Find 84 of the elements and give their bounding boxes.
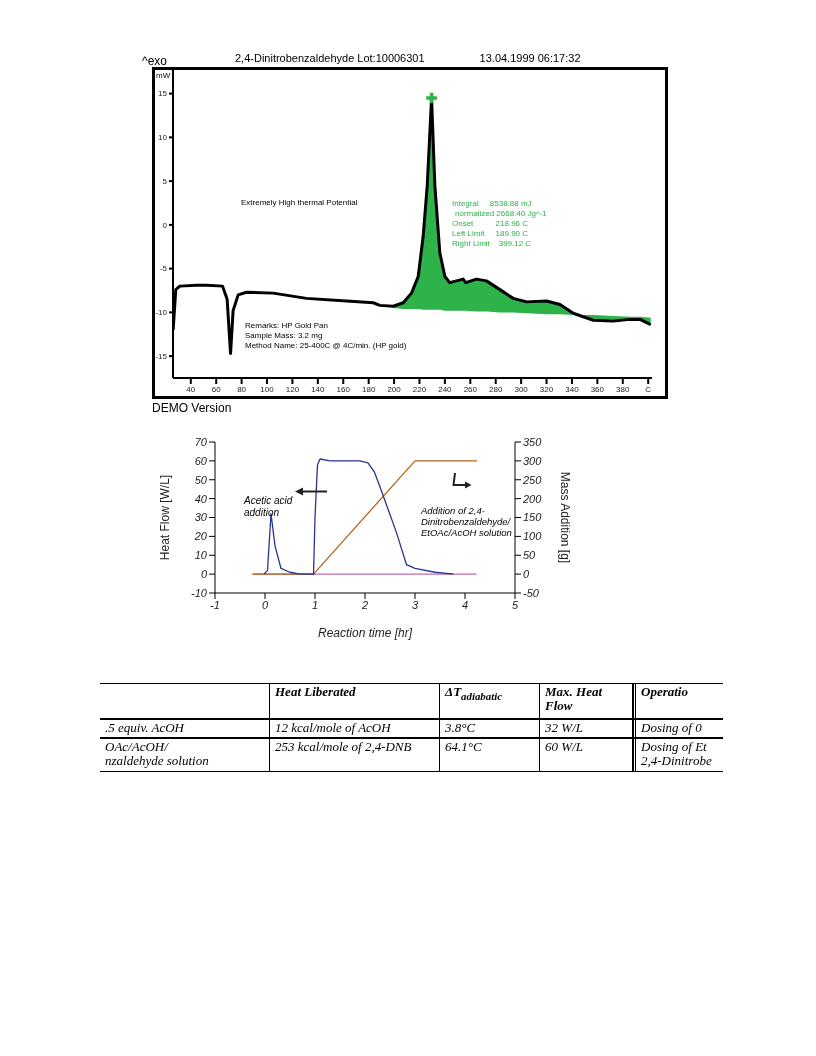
x-axis-title: Reaction time [hr] — [317, 626, 413, 640]
x-tick-label: 40 — [186, 384, 196, 394]
x-tick-label: 0 — [261, 598, 269, 611]
y-tick-label: -10 — [155, 308, 168, 318]
x-tick-label: 260 — [463, 384, 478, 394]
x-tick-label: -1 — [210, 598, 220, 611]
y-tick-label: 15 — [158, 89, 168, 99]
x-tick-label: C — [645, 384, 652, 394]
x-tick-label: 280 — [489, 384, 503, 394]
text: 253 kcal/mole of 2,4-DNB — [275, 739, 412, 754]
text: 3.8°C — [445, 720, 476, 735]
y-tick-label: 60 — [194, 454, 208, 467]
text: 60 W/L — [545, 739, 583, 754]
text: OAc/AcOH/ nzaldehyde solution — [105, 739, 209, 769]
annotation: normalized 2668.40 Jg^-1 — [455, 209, 547, 219]
annotation: Right Limit 399.12 C — [452, 239, 532, 249]
x-tick-label: 340 — [565, 384, 580, 394]
annotation: Addition of 2,4-Dinitrobenzaldehyde/ EtOAc/AcOH solution — [421, 505, 513, 539]
y-tick-label: -15 — [155, 351, 168, 361]
y-tick-label: 70 — [194, 435, 208, 448]
y-axis-title: mW — [156, 71, 171, 80]
text: Dosing of 0 — [641, 720, 702, 735]
annotation: Left Limit 189.90 C — [452, 229, 529, 239]
annotation: Acetic acid addition — [244, 495, 294, 518]
y2-tick-label: 250 — [522, 473, 543, 486]
x-tick-label: 60 — [211, 384, 222, 394]
y-tick-label: 10 — [194, 549, 208, 562]
y2-tick-label: 100 — [523, 530, 543, 543]
y2-tick-label: 0 — [523, 568, 530, 581]
category-label: Heat Liberated — [275, 684, 356, 699]
y-tick-label: 10 — [158, 133, 168, 143]
x-tick-label: 120 — [285, 384, 300, 394]
y-tick-label: 5 — [162, 176, 168, 186]
annotation: Sample Mass: 3.2 mg — [245, 331, 323, 341]
text: DEMO Version — [152, 401, 232, 416]
y-tick-label: 50 — [194, 473, 208, 486]
annotation: Integral 8538.88 mJ — [452, 199, 532, 209]
x-tick-label: 160 — [336, 384, 351, 394]
text: Dosing of Et 2,4-Dinitrobe — [641, 739, 712, 769]
category-label: Max. Heat Flow — [545, 684, 603, 714]
x-tick-label: 4 — [461, 598, 469, 611]
category-label: Operatio — [641, 684, 688, 699]
y2-tick-label: 350 — [523, 435, 543, 448]
y2-tick-label: 50 — [523, 549, 537, 562]
y2-axis-title: Mass Addition [g] — [557, 471, 572, 564]
x-tick-label: 360 — [590, 384, 605, 394]
x-tick-label: 100 — [260, 384, 275, 394]
x-tick-label: 5 — [511, 598, 519, 611]
y-tick-label: 0 — [200, 568, 208, 581]
annotation: Remarks: HP Gold Pan — [245, 321, 328, 331]
y-tick-label: -10 — [191, 586, 208, 599]
text: 12 kcal/mole of AcOH — [275, 720, 391, 735]
x-tick-label: 180 — [361, 384, 376, 394]
x-tick-label: 1 — [311, 598, 319, 611]
text: 32 W/L — [545, 720, 583, 735]
x-tick-label: 2 — [360, 598, 369, 611]
y-tick-label: 20 — [193, 530, 208, 543]
y2-tick-label: 150 — [523, 511, 543, 524]
x-tick-label: 320 — [539, 384, 554, 394]
y-tick-label: 40 — [194, 492, 208, 505]
x-tick-label: 380 — [616, 384, 630, 394]
y2-tick-label: -50 — [523, 586, 540, 599]
x-tick-label: 3 — [411, 598, 419, 611]
x-tick-label: 80 — [237, 384, 247, 394]
y-tick-label: 30 — [194, 511, 208, 524]
y2-tick-label: 300 — [523, 454, 543, 467]
text: ^exo — [142, 54, 167, 69]
category-label: ΔT$_{adiabatic}$ — [445, 684, 502, 702]
x-tick-label: 140 — [311, 384, 326, 394]
annotation: Extremely High thermal Potential — [241, 198, 358, 208]
y-tick-label: -5 — [159, 264, 168, 274]
chart-subtitle: 13.04.1999 06:17:32 — [479, 52, 581, 64]
x-tick-label: 220 — [412, 384, 427, 394]
text: 64.1°C — [445, 739, 482, 754]
annotation: Method Name: 25-400C @ 4C/min. (HP gold) — [245, 341, 407, 351]
text: .5 equiv. AcOH — [105, 720, 184, 735]
x-tick-label: 200 — [387, 384, 402, 394]
x-tick-label: 240 — [438, 384, 453, 394]
chart-title: 2,4-Dinitrobenzaldehyde Lot:10006301 — [235, 52, 425, 64]
y-axis-title: Heat Flow [W/L] — [158, 474, 173, 561]
annotation: Onset 218.96 C — [452, 219, 529, 229]
y2-tick-label: 200 — [522, 492, 543, 505]
y-tick-label: 0 — [162, 220, 168, 230]
x-tick-label: 300 — [514, 384, 529, 394]
